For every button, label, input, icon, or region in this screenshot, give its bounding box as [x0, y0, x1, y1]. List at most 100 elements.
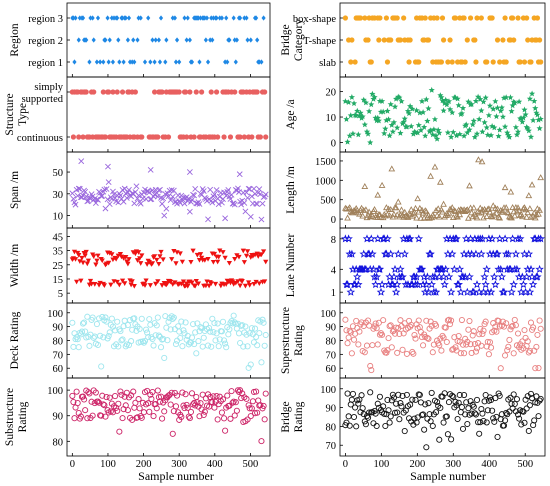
data-point [523, 213, 531, 220]
data-point [85, 258, 91, 264]
data-point [500, 37, 506, 43]
data-point [533, 272, 542, 281]
data-point [489, 202, 497, 209]
data-point [201, 408, 208, 415]
data-point [394, 124, 401, 131]
data-point [106, 89, 112, 95]
data-point [468, 349, 475, 357]
data-point [423, 317, 430, 324]
data-point [406, 59, 412, 65]
data-point [164, 37, 169, 43]
data-point [387, 413, 394, 420]
data-point [444, 431, 451, 438]
data-point [261, 342, 268, 349]
data-point [485, 351, 492, 358]
data-point [488, 344, 495, 351]
data-point [526, 347, 533, 354]
data-point [526, 264, 536, 273]
data-point [403, 391, 410, 398]
data-point [76, 253, 82, 258]
data-point [450, 393, 457, 400]
data-point [231, 201, 238, 208]
data-point [520, 114, 527, 121]
data-point [214, 320, 221, 327]
data-point [393, 211, 401, 218]
y-axis-label-bridge_category: BridgeCategory [280, 19, 305, 61]
data-point [524, 338, 531, 345]
data-point [83, 249, 89, 255]
data-point [94, 398, 102, 405]
y-tick-label: 50 [53, 168, 64, 179]
data-point [436, 436, 443, 443]
data-point [465, 272, 474, 281]
data-point [254, 15, 259, 21]
data-point [513, 208, 521, 215]
data-point [413, 107, 420, 114]
data-point [217, 15, 222, 21]
data-point [520, 408, 527, 415]
y-tick-label: region 1 [28, 58, 63, 69]
data-point [537, 37, 543, 43]
data-point [254, 89, 260, 95]
data-point [93, 321, 100, 328]
x-tick-label: 300 [445, 459, 461, 470]
data-point [101, 283, 107, 288]
data-point [138, 414, 145, 421]
data-point [431, 116, 438, 122]
data-point [387, 322, 394, 329]
data-point [495, 213, 502, 220]
data-point [240, 248, 246, 254]
data-point-outlier [78, 158, 85, 165]
data-point [381, 410, 388, 417]
data-point [454, 95, 461, 102]
data-point [502, 204, 510, 211]
data-point [373, 422, 380, 430]
data-point [529, 90, 536, 97]
data-point [229, 399, 236, 406]
data-point [161, 212, 168, 219]
data-point [373, 325, 380, 332]
data-point [408, 212, 416, 219]
data-point [499, 208, 507, 215]
data-point [223, 344, 230, 351]
data-point [259, 200, 266, 207]
data-point [420, 109, 427, 115]
data-point [479, 330, 486, 337]
data-point [359, 113, 366, 120]
data-point [239, 279, 245, 284]
data-point [209, 199, 216, 206]
data-point [263, 259, 269, 265]
data-point [128, 338, 135, 345]
data-point [222, 255, 228, 261]
data-point [109, 15, 114, 21]
data-point [501, 249, 511, 258]
data-point [242, 283, 249, 289]
data-point [262, 331, 269, 339]
data-point [346, 422, 353, 429]
data-point [456, 131, 463, 137]
data-point [344, 234, 353, 243]
data-point [483, 213, 491, 220]
data-point [412, 272, 421, 281]
data-point [350, 413, 358, 421]
data-point [196, 201, 203, 207]
data-point [476, 116, 483, 122]
data-point [425, 37, 432, 43]
data-point [365, 208, 373, 215]
data-point [518, 115, 525, 122]
data-point [514, 128, 522, 135]
data-point [394, 15, 400, 21]
data-point [472, 411, 479, 418]
data-point [195, 281, 202, 287]
data-point [72, 201, 79, 208]
y-tick-label: 1 [331, 288, 336, 299]
data-point [80, 134, 86, 140]
data-point [256, 330, 263, 337]
data-point [227, 415, 234, 422]
data-point [396, 416, 403, 423]
data-point [130, 59, 135, 65]
data-point [106, 329, 113, 336]
data-point [251, 410, 259, 417]
data-point [154, 387, 161, 394]
data-point [368, 59, 374, 65]
